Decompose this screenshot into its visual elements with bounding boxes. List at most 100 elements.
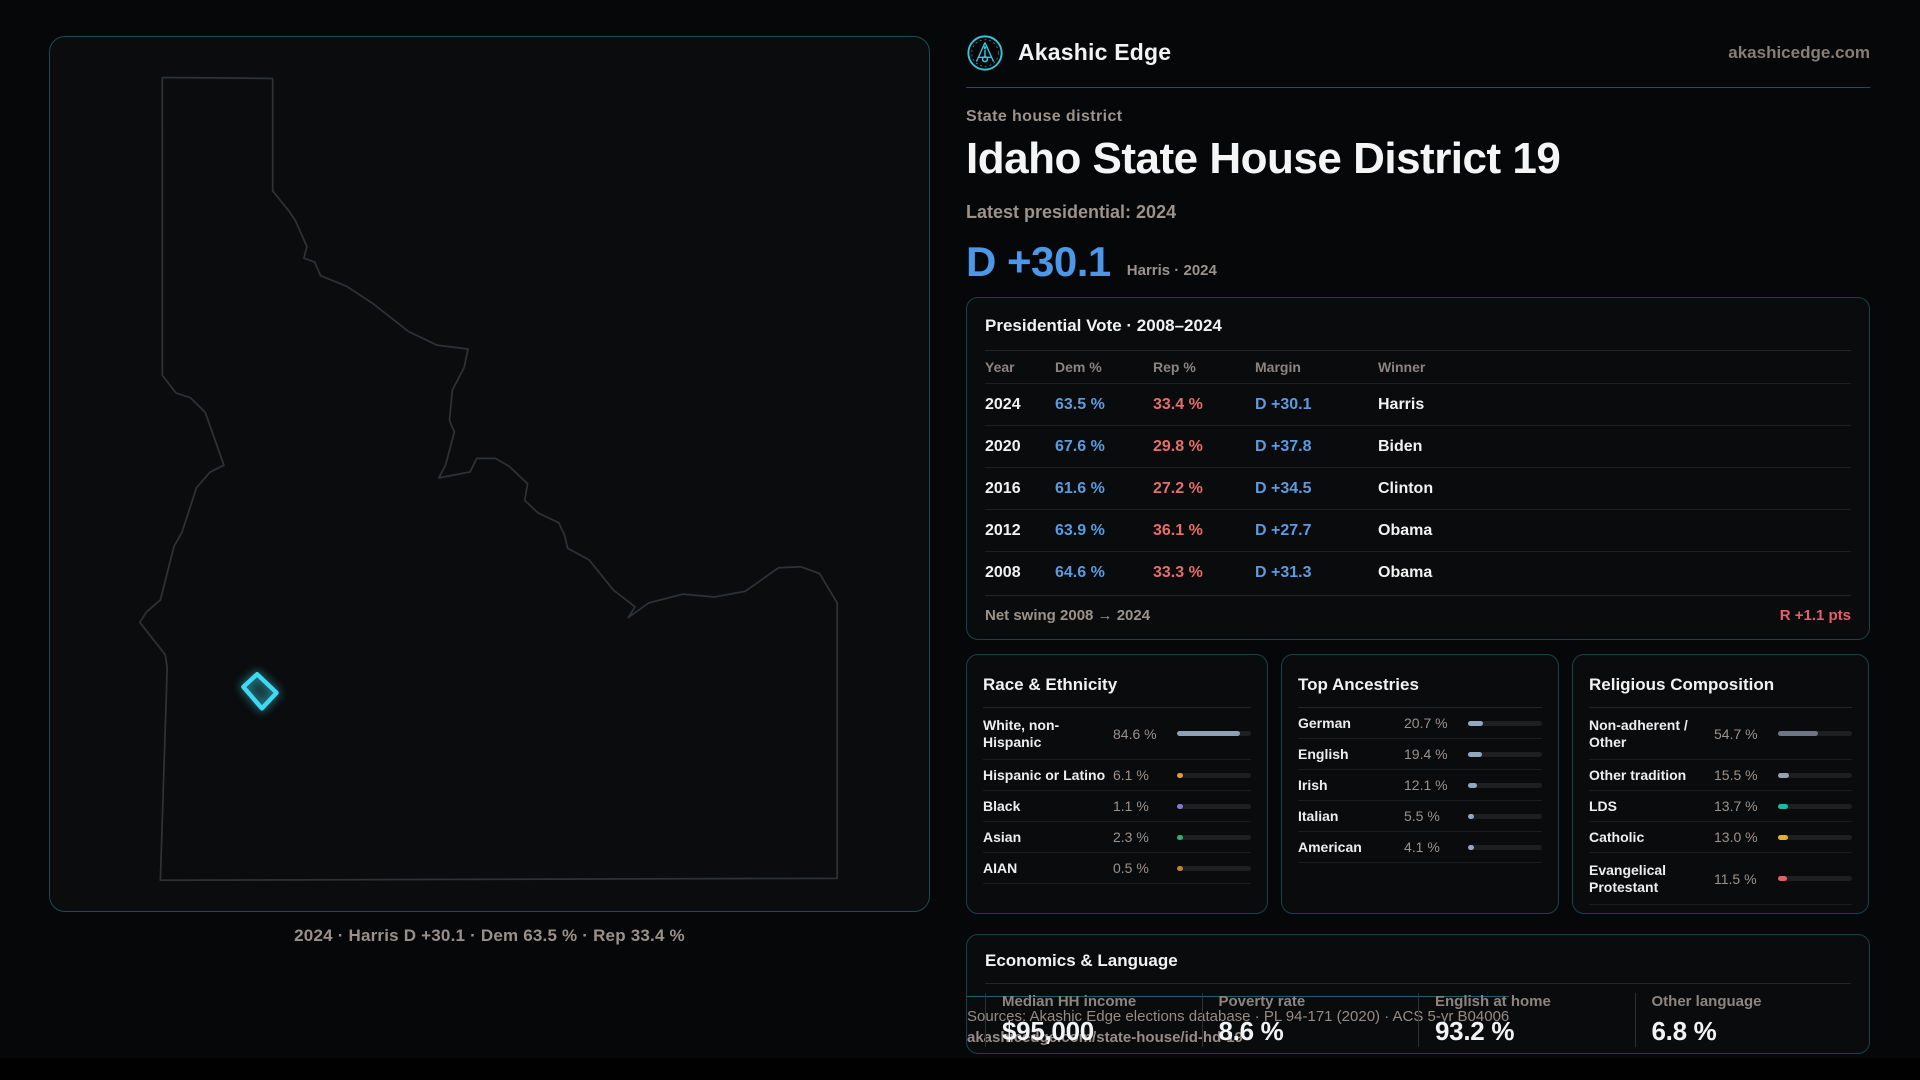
brand-domain-link[interactable]: akashicedge.com xyxy=(1728,42,1870,62)
stat-bar xyxy=(1177,772,1251,778)
cell-year: 2024 xyxy=(985,395,1021,413)
list-item: AIAN 0.5 % xyxy=(983,853,1251,884)
detail-column: Akashic Edge akashicedge.com State house… xyxy=(966,0,1870,1054)
table-row: 2020 67.6 % 29.8 % D +37.8 Biden xyxy=(985,425,1851,467)
ancestry-value: 20.7 % xyxy=(1404,715,1448,731)
ancestry-value: 5.5 % xyxy=(1404,808,1440,824)
list-item: Other tradition 15.5 % xyxy=(1589,760,1852,791)
stat-bar xyxy=(1778,731,1852,736)
race-value: 1.1 % xyxy=(1113,798,1149,814)
list-item: Irish 12.1 % xyxy=(1298,770,1542,801)
state-map-panel xyxy=(49,36,930,912)
ancestry-label: German xyxy=(1298,714,1351,731)
net-swing-label: Net swing 2008 → 2024 xyxy=(985,607,1151,624)
col-header-rep: Rep % xyxy=(1153,359,1196,375)
brand-name: Akashic Edge xyxy=(1018,39,1172,65)
list-item: Asian 2.3 % xyxy=(983,822,1251,853)
religion-value: 13.7 % xyxy=(1714,798,1758,814)
highlighted-district-shape[interactable] xyxy=(241,672,279,711)
page-title: Idaho State House District 19 xyxy=(966,134,1561,183)
race-label: Hispanic or Latino xyxy=(983,766,1106,783)
table-row: 2024 63.5 % 33.4 % D +30.1 Harris xyxy=(985,383,1851,425)
sources-line: Sources: Akashic Edge elections database… xyxy=(967,1008,1510,1025)
vote-table-title: Presidential Vote · 2008–2024 xyxy=(985,316,1851,351)
cell-margin: D +27.7 xyxy=(1255,521,1312,539)
religion-value: 13.0 % xyxy=(1714,829,1758,845)
headline-margin-row: D +30.1 Harris · 2024 xyxy=(966,235,1870,285)
col-header-margin: Margin xyxy=(1255,359,1301,375)
religion-panel-title: Religious Composition xyxy=(1589,671,1852,708)
list-item: Italian 5.5 % xyxy=(1298,801,1542,832)
stat-bar xyxy=(1468,782,1542,788)
race-label: Black xyxy=(983,797,1021,814)
map-caption: 2024 · Harris D +30.1 · Dem 63.5 % · Rep… xyxy=(294,926,685,945)
stat-bar xyxy=(1778,772,1852,778)
net-swing-value: R +1.1 pts xyxy=(1779,607,1851,624)
list-item: Catholic 13.0 % xyxy=(1589,822,1852,853)
religion-value: 11.5 % xyxy=(1714,870,1757,887)
cell-winner: Clinton xyxy=(1378,479,1434,497)
col-header-dem: Dem % xyxy=(1055,359,1102,375)
stat-bar xyxy=(1468,751,1542,757)
religion-label: Evangelical Protestant xyxy=(1589,861,1667,895)
race-value: 84.6 % xyxy=(1113,725,1157,742)
cell-winner: Obama xyxy=(1378,563,1433,581)
religion-value: 54.7 % xyxy=(1714,725,1758,742)
cell-year: 2008 xyxy=(985,563,1021,581)
list-item: Non-adherent / Other 54.7 % xyxy=(1589,708,1852,760)
ancestry-label: American xyxy=(1298,838,1362,855)
stat-bar xyxy=(1177,865,1251,871)
list-item: English 19.4 % xyxy=(1298,739,1542,770)
race-panel-title: Race & Ethnicity xyxy=(983,671,1251,708)
stat-bar xyxy=(1468,720,1542,726)
list-item: White, non-Hispanic 84.6 % xyxy=(983,708,1251,760)
cell-rep: 33.3 % xyxy=(1153,563,1203,581)
religion-value: 15.5 % xyxy=(1714,767,1758,783)
cell-margin: D +30.1 xyxy=(1255,395,1312,413)
cell-dem: 61.6 % xyxy=(1055,479,1105,497)
top-ancestries-panel: Top Ancestries German 20.7 % English 19.… xyxy=(1281,654,1559,914)
religion-label: Non-adherent / Other xyxy=(1589,716,1688,750)
cell-winner: Biden xyxy=(1378,437,1423,455)
col-header-year: Year xyxy=(985,359,1015,375)
ancestry-value: 12.1 % xyxy=(1404,777,1448,793)
religious-composition-panel: Religious Composition Non-adherent / Oth… xyxy=(1572,654,1869,914)
site-header: Akashic Edge akashicedge.com xyxy=(966,0,1870,88)
list-item: American 4.1 % xyxy=(1298,832,1542,863)
cell-dem: 63.9 % xyxy=(1055,521,1105,539)
cell-rep: 36.1 % xyxy=(1153,521,1203,539)
stat-bar xyxy=(1177,803,1251,809)
stat-bar xyxy=(1468,844,1542,850)
cell-rep: 33.4 % xyxy=(1153,395,1203,413)
akashic-edge-logo-icon xyxy=(967,34,1003,71)
stat-median-income: Median HH income $95,000 xyxy=(985,993,1202,1047)
cell-year: 2020 xyxy=(985,437,1021,455)
race-value: 0.5 % xyxy=(1113,860,1149,876)
list-item: LDS 13.7 % xyxy=(1589,791,1852,822)
cell-year: 2012 xyxy=(985,521,1021,539)
economics-stats-row: Median HH income $95,000 Poverty rate 8.… xyxy=(985,993,1851,1047)
ancestry-label: Irish xyxy=(1298,776,1328,793)
cell-winner: Obama xyxy=(1378,521,1433,539)
religion-label: LDS xyxy=(1589,797,1617,814)
economics-language-panel: Economics & Language Sources: Akashic Ed… xyxy=(966,934,1870,1054)
col-header-winner: Winner xyxy=(1378,359,1426,375)
cell-year: 2016 xyxy=(985,479,1021,497)
cell-dem: 67.6 % xyxy=(1055,437,1105,455)
stat-poverty-rate: Poverty rate 8.6 % xyxy=(1201,993,1419,1047)
permalink[interactable]: akashicedge.com/state-house/id-hd-19 xyxy=(967,1029,1243,1046)
headline-margin-context: Harris · 2024 xyxy=(1126,262,1217,279)
table-row: 2008 64.6 % 33.3 % D +31.3 Obama xyxy=(985,551,1851,593)
religion-label: Other tradition xyxy=(1589,766,1687,783)
stat-bar xyxy=(1177,731,1251,736)
bottom-strip xyxy=(0,1058,1920,1080)
vote-table-header: Year Dem % Rep % Margin Winner xyxy=(985,351,1851,383)
table-row: 2016 61.6 % 27.2 % D +34.5 Clinton xyxy=(985,467,1851,509)
race-label: AIAN xyxy=(983,859,1018,876)
cell-margin: D +37.8 xyxy=(1255,437,1312,455)
list-item: German 20.7 % xyxy=(1298,708,1542,739)
cell-rep: 27.2 % xyxy=(1153,479,1203,497)
stat-bar xyxy=(1778,803,1852,809)
net-swing-row: Net swing 2008 → 2024 R +1.1 pts xyxy=(985,595,1851,635)
demographics-row: Race & Ethnicity White, non-Hispanic 84.… xyxy=(966,654,1870,914)
